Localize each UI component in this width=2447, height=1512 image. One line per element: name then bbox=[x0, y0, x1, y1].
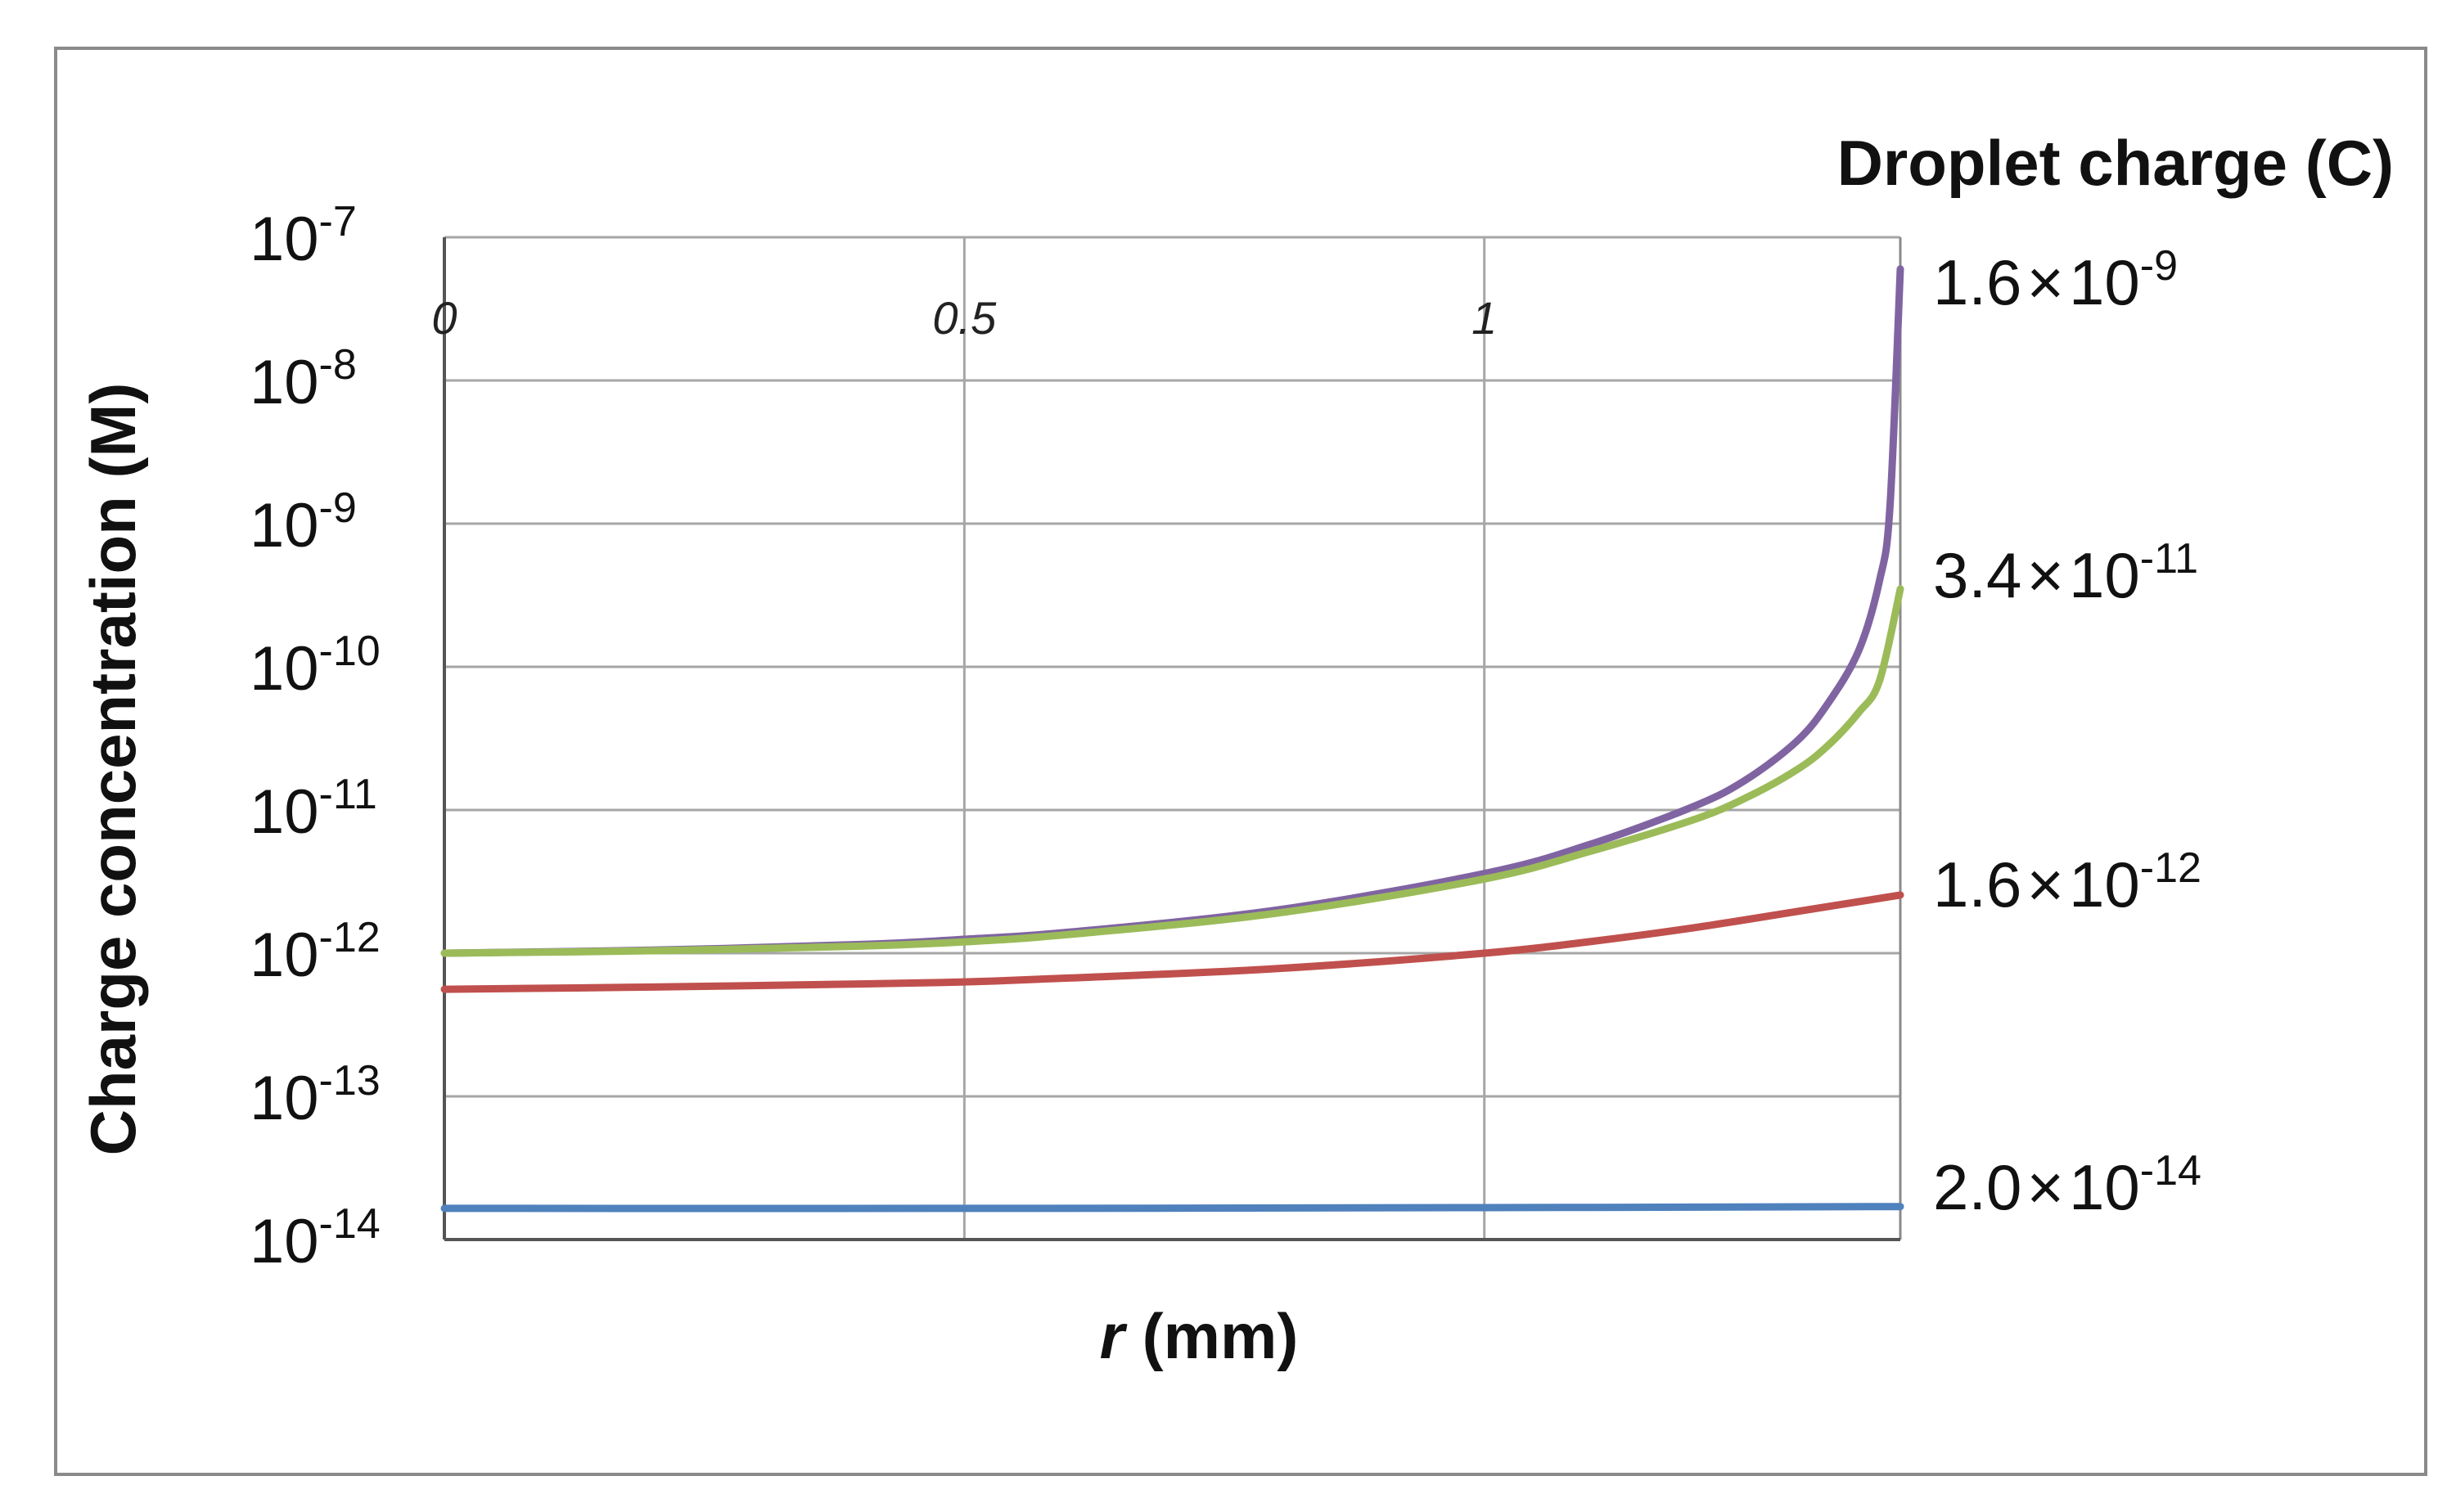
y-tick-label: 10-10 bbox=[250, 628, 381, 704]
series-line-0 bbox=[440, 265, 1904, 957]
x-axis-title: r (mm) bbox=[1100, 1300, 1299, 1372]
y-tick-label: 10-8 bbox=[250, 341, 357, 417]
y-tick-label: 10-14 bbox=[250, 1200, 381, 1276]
y-tick-label: 10-11 bbox=[250, 771, 377, 847]
tick-labels: 10-7 10-8 10-9 10-10 10-11 10-12 10-13 10-14 0 0.… bbox=[250, 198, 1497, 1276]
series-label: 1.6×10-9 bbox=[1933, 242, 2178, 318]
series-line-2 bbox=[440, 891, 1904, 993]
series-label: 3.4×10-11 bbox=[1933, 535, 2198, 611]
y-axis-title: Charge concentration (M) bbox=[77, 383, 149, 1156]
series-label: 1.6×10-12 bbox=[1933, 844, 2201, 920]
series-labels: 1.6×10-9 3.4×10-11 1.6×10-12 2.0×10-14 bbox=[1933, 242, 2201, 1223]
x-axis-title-unit: (mm) bbox=[1124, 1300, 1298, 1372]
series-line-3 bbox=[440, 1203, 1904, 1213]
grid bbox=[443, 236, 1902, 1241]
series-layer bbox=[440, 265, 1904, 1213]
y-tick-label: 10-13 bbox=[250, 1057, 381, 1133]
y-tick-label: 10-7 bbox=[250, 198, 357, 274]
x-tick-label: 1 bbox=[1471, 292, 1497, 344]
y-tick-label: 10-12 bbox=[250, 914, 381, 990]
series-line-1 bbox=[440, 585, 1904, 957]
x-tick-label: 0.5 bbox=[932, 292, 997, 344]
y-tick-label: 10-9 bbox=[250, 484, 357, 560]
x-axis-title-variable: r bbox=[1100, 1300, 1128, 1372]
legend-title: Droplet charge (C) bbox=[1837, 127, 2394, 199]
x-tick-label: 0 bbox=[431, 292, 457, 344]
chart-frame bbox=[54, 47, 2427, 1476]
series-label: 2.0×10-14 bbox=[1933, 1147, 2201, 1223]
